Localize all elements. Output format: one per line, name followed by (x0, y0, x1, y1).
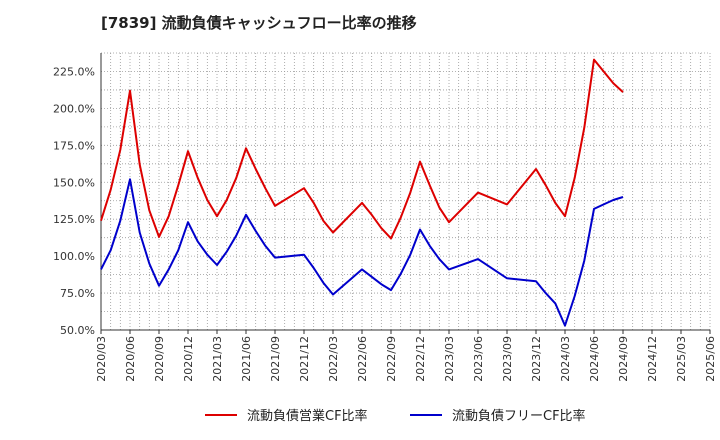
y-tick-label: 225.0% (53, 65, 95, 78)
legend: 流動負債営業CF比率 流動負債フリーCF比率 (0, 405, 720, 427)
y-tick-label: 50.0% (60, 324, 95, 337)
plot-area (101, 53, 710, 330)
x-tick-label: 2021/12 (298, 336, 311, 382)
legend-swatch-red (205, 413, 237, 416)
x-tick-label: 2021/09 (269, 336, 282, 382)
x-tick-label: 2023/09 (501, 336, 514, 382)
x-tick-label: 2023/12 (530, 336, 543, 382)
y-tick-label: 125.0% (53, 213, 95, 226)
y-tick-label: 150.0% (53, 176, 95, 189)
series-line-operating-cf (100, 58, 624, 240)
x-tick-label: 2022/09 (385, 336, 398, 382)
y-tick-label: 200.0% (53, 102, 95, 115)
y-tick-label: 100.0% (53, 250, 95, 263)
x-tick-label: 2023/06 (472, 336, 485, 382)
x-tick-label: 2020/09 (153, 336, 166, 382)
x-tick-label: 2024/03 (559, 336, 572, 382)
y-tick-label: 75.0% (60, 287, 95, 300)
x-tick-label: 2025/06 (704, 336, 717, 382)
legend-swatch-blue (410, 413, 442, 416)
x-tick-label: 2021/03 (211, 336, 224, 382)
x-tick-label: 2020/06 (124, 336, 137, 382)
x-tick-label: 2025/03 (675, 336, 688, 382)
x-tick-label: 2022/06 (356, 336, 369, 382)
chart-title: [7839] 流動負債キャッシュフロー比率の推移 (101, 14, 417, 32)
legend-label: 流動負債フリーCF比率 (452, 409, 586, 424)
series-line-free-cf (100, 178, 624, 327)
x-tick-label: 2024/09 (617, 336, 630, 382)
x-tick-label: 2020/12 (182, 336, 195, 382)
legend-item-free-cf: 流動負債フリーCF比率 (410, 405, 586, 424)
legend-label: 流動負債営業CF比率 (247, 409, 368, 424)
x-tick-label: 2021/06 (240, 336, 253, 382)
x-tick-label: 2024/12 (646, 336, 659, 382)
legend-item-operating-cf: 流動負債営業CF比率 (205, 405, 368, 424)
y-tick-label: 175.0% (53, 139, 95, 152)
x-tick-label: 2022/12 (414, 336, 427, 382)
x-tick-label: 2022/03 (327, 336, 340, 382)
x-tick-label: 2024/06 (588, 336, 601, 382)
x-tick-label: 2023/03 (443, 336, 456, 382)
x-tick-label: 2020/03 (95, 336, 108, 382)
